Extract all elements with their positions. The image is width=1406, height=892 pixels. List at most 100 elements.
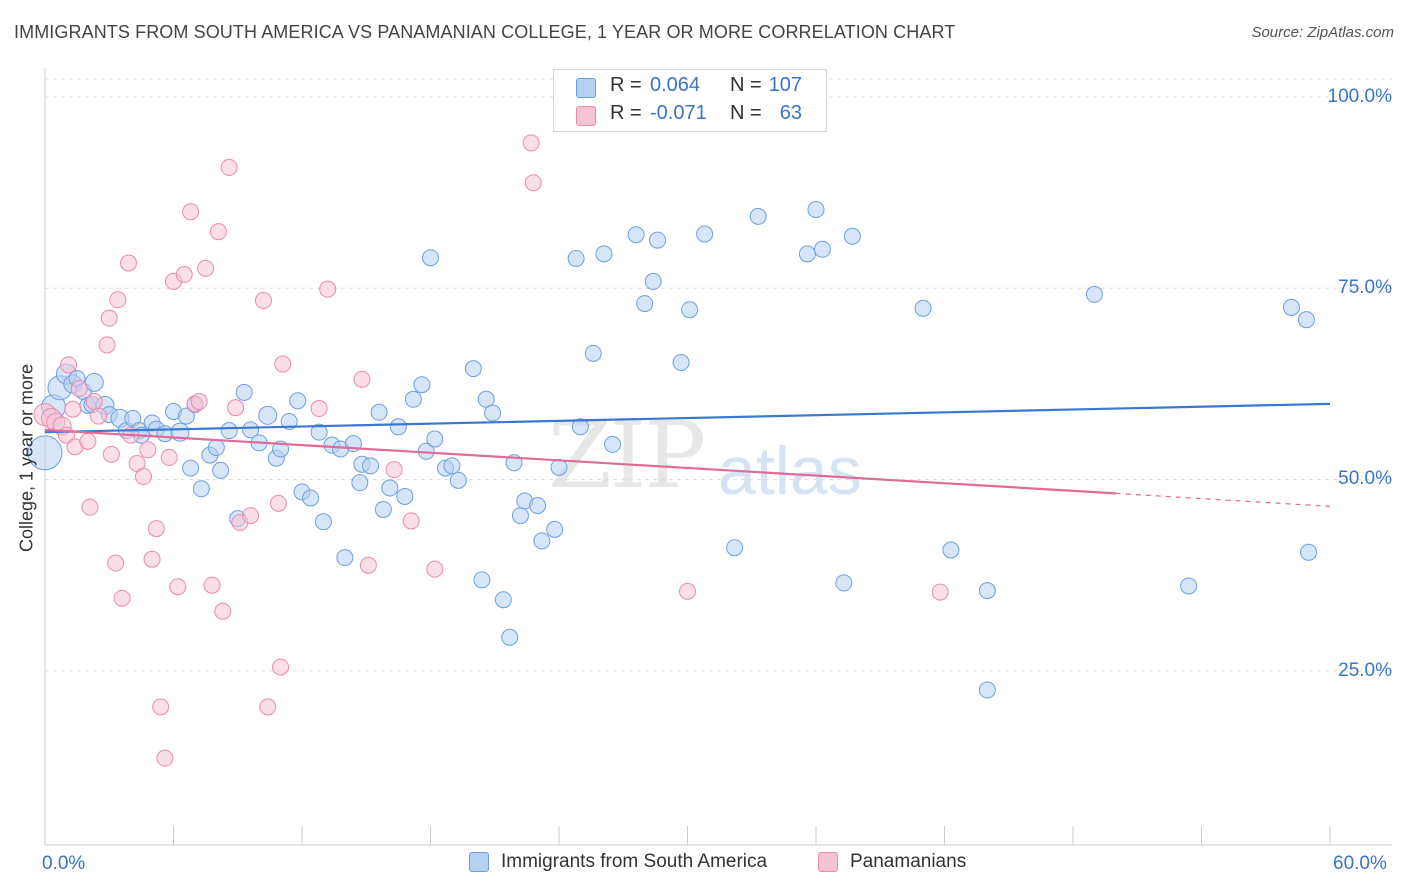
point-south-america	[1282, 298, 1300, 316]
point-south-america	[749, 207, 767, 225]
source-label: Source: ZipAtlas.com	[1251, 24, 1394, 41]
point-south-america	[422, 249, 439, 267]
point-panamanian	[175, 266, 193, 284]
point-south-america	[464, 360, 482, 378]
point-south-america	[192, 480, 210, 498]
point-south-america	[310, 423, 328, 441]
point-panamanian	[310, 399, 328, 417]
y-tick-100: 100.0%	[1327, 86, 1392, 107]
point-south-america	[636, 295, 654, 313]
legend-swatch-blue	[469, 852, 489, 872]
point-panamanian	[269, 494, 287, 512]
point-south-america	[813, 240, 831, 258]
point-south-america	[511, 507, 529, 525]
point-panamanian	[156, 749, 174, 767]
point-south-america	[546, 520, 564, 538]
point-south-america	[571, 418, 589, 436]
trend-line-panamanian	[44, 428, 1116, 495]
point-south-america	[396, 487, 414, 505]
legend-item-panamanians[interactable]: Panamanians	[818, 851, 966, 873]
point-south-america	[302, 489, 320, 507]
point-panamanian	[64, 400, 82, 418]
legend-label: Panamanians	[850, 851, 967, 872]
point-south-america	[1180, 577, 1198, 595]
legend-r-value: -0.071	[650, 102, 707, 124]
point-south-america	[843, 227, 861, 245]
point-panamanian	[100, 309, 118, 327]
y-tick-25: 25.0%	[1338, 660, 1392, 681]
point-panamanian	[274, 355, 292, 373]
point-south-america	[443, 457, 461, 475]
point-panamanian	[197, 259, 215, 277]
point-south-america	[280, 412, 298, 430]
point-south-america	[242, 421, 260, 439]
point-south-america	[942, 541, 960, 559]
point-south-america	[567, 249, 585, 267]
point-south-america	[672, 354, 690, 372]
legend-n-value: 63	[779, 102, 802, 124]
series-legend: Immigrants from South America Panamanian…	[0, 851, 1406, 877]
point-panamanian	[426, 560, 444, 578]
point-panamanian	[60, 356, 78, 374]
trend-line-panamanian-extrapolated	[1115, 492, 1331, 507]
point-panamanian	[203, 576, 221, 594]
point-south-america	[426, 430, 444, 448]
point-panamanian	[143, 550, 161, 568]
point-panamanian	[319, 280, 337, 298]
point-south-america	[644, 272, 662, 290]
point-panamanian	[90, 407, 108, 425]
point-south-america	[798, 245, 816, 263]
point-panamanian	[79, 432, 97, 450]
point-panamanian	[152, 698, 170, 716]
point-panamanian	[353, 370, 371, 388]
point-south-america	[413, 376, 431, 394]
point-south-america	[289, 392, 307, 410]
point-south-america	[336, 549, 354, 567]
point-south-america	[156, 425, 174, 443]
point-south-america	[807, 200, 825, 218]
point-panamanian	[227, 399, 245, 417]
point-panamanian	[135, 468, 153, 486]
point-panamanian	[242, 507, 260, 525]
point-south-america	[235, 383, 253, 401]
point-south-america	[681, 301, 699, 319]
legend-n-label: N =	[730, 74, 768, 96]
point-south-america	[449, 471, 467, 489]
point-panamanian	[254, 292, 272, 310]
point-south-america	[533, 532, 551, 550]
point-panamanian	[81, 498, 99, 516]
point-panamanian	[169, 578, 187, 596]
legend-r-value: 0.064	[650, 74, 701, 96]
legend-swatch-pink	[818, 852, 838, 872]
point-panamanian	[359, 556, 377, 574]
point-south-america	[27, 435, 63, 471]
point-panamanian	[209, 223, 227, 241]
point-panamanian	[160, 448, 178, 466]
x-tick-max: 60.0%	[1333, 853, 1387, 874]
point-south-america	[726, 539, 744, 557]
point-panamanian	[85, 393, 103, 411]
point-south-america	[914, 299, 932, 317]
point-panamanian	[931, 583, 949, 601]
x-tick-min: 0.0%	[42, 853, 86, 874]
point-south-america	[220, 422, 238, 440]
point-south-america	[501, 628, 519, 646]
point-south-america	[370, 403, 388, 421]
point-south-america	[314, 513, 332, 531]
point-panamanian	[524, 174, 542, 192]
point-panamanian	[272, 658, 290, 676]
point-south-america	[484, 404, 502, 422]
point-panamanian	[120, 254, 138, 272]
point-panamanian	[109, 291, 127, 309]
legend-item-south-america[interactable]: Immigrants from South America	[469, 851, 767, 873]
point-panamanian	[147, 520, 165, 538]
point-south-america	[604, 435, 622, 453]
y-tick-75: 75.0%	[1338, 277, 1392, 298]
point-south-america	[529, 497, 547, 515]
point-south-america	[835, 574, 853, 592]
point-south-america	[177, 407, 195, 425]
point-south-america	[207, 438, 225, 456]
point-south-america	[381, 479, 399, 497]
point-south-america	[649, 231, 667, 249]
